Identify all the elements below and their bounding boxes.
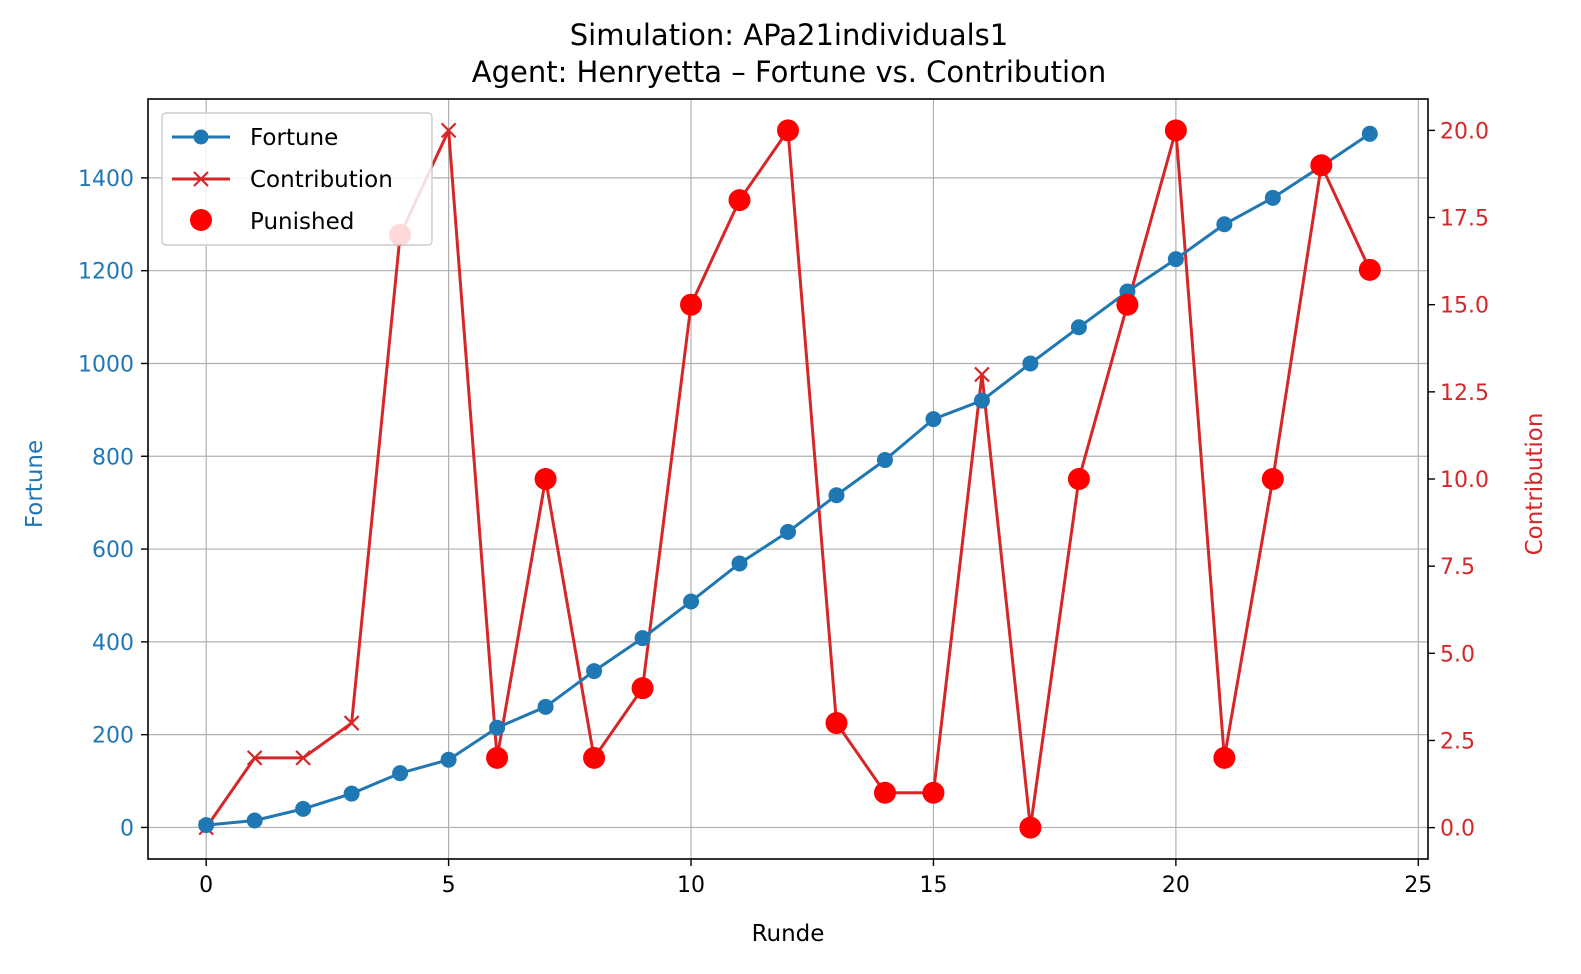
x-tick-label: 0 — [199, 873, 213, 898]
punished-point — [583, 746, 606, 769]
right-y-tick-label: 12.5 — [1440, 381, 1489, 406]
left-y-tick-label: 0 — [120, 816, 134, 841]
punished-point — [631, 677, 654, 700]
fortune-point — [876, 451, 893, 468]
fortune-point — [973, 392, 990, 409]
contribution-point — [295, 750, 311, 766]
punished-point — [922, 781, 945, 804]
punished-point — [1019, 816, 1042, 839]
fortune-point — [925, 411, 942, 428]
fortune-point — [634, 630, 651, 647]
left-y-tick-label: 1400 — [78, 167, 134, 192]
plot-frame — [147, 98, 1429, 860]
right-y-tick-label: 5.0 — [1440, 642, 1475, 667]
fortune-point — [683, 593, 700, 610]
fortune-point — [295, 800, 312, 817]
contribution-point — [343, 715, 360, 731]
punished-point — [534, 468, 557, 490]
x-axis-label: Runde — [752, 921, 825, 947]
legend-contribution-marker — [193, 171, 209, 187]
fortune-point — [780, 523, 796, 540]
fortune-point — [586, 663, 603, 680]
left-y-tick-label: 1200 — [78, 260, 134, 285]
fortune-point — [1264, 189, 1281, 206]
left-y-tick-label: 200 — [92, 724, 134, 749]
plot-area — [198, 119, 1381, 839]
right-y-tick-label: 7.5 — [1440, 555, 1475, 580]
legend-fortune-marker — [193, 129, 209, 145]
punished-point — [680, 293, 703, 316]
legend-punished-marker — [190, 209, 212, 231]
fortune-point — [1022, 355, 1039, 372]
right-y-tick-label: 2.5 — [1440, 729, 1475, 754]
x-tick-label: 20 — [1162, 873, 1190, 898]
fortune-point — [828, 487, 845, 504]
legend-punished-label: Punished — [250, 209, 354, 235]
legend: Fortune Contribution Punished — [161, 112, 433, 246]
punished-point — [1310, 154, 1333, 177]
legend-box — [161, 112, 433, 246]
left-y-axis-ticks: 0 200 400 600 800 1000 1200 1400 — [78, 167, 148, 841]
legend-fortune-label: Fortune — [250, 125, 338, 151]
punished-point — [825, 712, 848, 735]
right-y-axis-ticks: 0.0 2.5 5.0 7.5 10.0 12.5 15.0 17.5 20.0 — [1428, 119, 1489, 842]
x-tick-label: 25 — [1404, 873, 1432, 898]
right-y-tick-label: 17.5 — [1440, 207, 1489, 232]
fortune-point — [392, 765, 409, 782]
x-axis-ticks: 0 5 10 15 20 25 — [199, 859, 1432, 898]
right-y-tick-label: 15.0 — [1440, 294, 1489, 319]
punished-point — [486, 746, 509, 769]
left-y-tick-label: 1000 — [78, 352, 134, 377]
punished-point — [728, 189, 751, 212]
fortune-point — [489, 719, 506, 736]
left-y-tick-label: 600 — [92, 538, 134, 563]
contribution-point — [974, 366, 990, 383]
x-tick-label: 10 — [677, 873, 705, 898]
right-y-tick-label: 10.0 — [1440, 468, 1489, 493]
fortune-point — [1070, 319, 1087, 336]
fortune-point — [343, 785, 360, 802]
fortune-point — [1167, 251, 1184, 268]
contribution-point — [440, 122, 457, 139]
punished-point — [1358, 258, 1381, 281]
right-y-tick-label: 20.0 — [1440, 119, 1489, 144]
x-tick-label: 5 — [442, 873, 456, 898]
fortune-point — [537, 698, 554, 715]
fortune-point — [731, 555, 748, 572]
punished-point — [777, 119, 799, 142]
left-y-tick-label: 400 — [92, 631, 134, 656]
fortune-point — [1216, 216, 1233, 233]
left-y-tick-label: 800 — [92, 445, 134, 470]
contribution-point — [246, 750, 263, 766]
punished-point — [873, 781, 896, 804]
chart-subtitle: Agent: Henryetta – Fortune vs. Contribut… — [472, 55, 1107, 89]
left-y-axis-label: Fortune — [22, 440, 48, 528]
x-tick-label: 15 — [919, 873, 947, 898]
punished-point — [1164, 119, 1187, 142]
fortune-point — [440, 751, 457, 768]
fortune-point — [1361, 125, 1378, 142]
grid-lines — [148, 99, 1428, 859]
right-y-axis-label: Contribution — [1522, 413, 1548, 556]
fortune-point — [198, 817, 215, 834]
legend-contribution-label: Contribution — [250, 167, 393, 193]
punished-point — [1261, 468, 1284, 490]
punished-point — [1067, 468, 1090, 490]
fortune-point — [246, 812, 263, 829]
punished-point — [1116, 293, 1139, 316]
punished-point — [1213, 746, 1236, 769]
right-y-tick-label: 0.0 — [1440, 817, 1475, 842]
chart-title: Simulation: APa21individuals1 — [570, 18, 1008, 52]
